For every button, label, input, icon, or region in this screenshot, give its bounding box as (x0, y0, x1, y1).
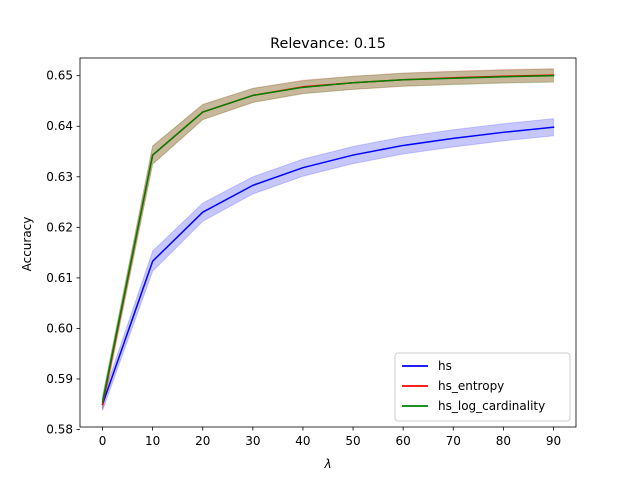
confidence-bands (102, 68, 554, 411)
x-tick-label: 80 (496, 434, 511, 448)
y-tick-label: 0.64 (46, 119, 73, 133)
y-tick-label: 0.65 (46, 69, 73, 83)
axes: 0 10 20 30 40 50 60 70 80 90 0.58 0.59 0.60 0.61 0.62 0… (46, 57, 577, 448)
x-tick-label: 30 (245, 434, 260, 448)
y-tick-label: 0.58 (46, 423, 73, 437)
legend: hs hs_entropy hs_log_cardinality (394, 352, 571, 422)
legend-box (394, 352, 571, 422)
y-tick-label: 0.60 (46, 321, 73, 335)
y-tick-label: 0.63 (46, 170, 73, 184)
x-tick-label: 20 (195, 434, 210, 448)
hs-log-cardinality-line (101, 74, 555, 403)
x-tick-label: 10 (145, 434, 160, 448)
x-tick-label: 90 (546, 434, 561, 448)
legend-label-hs-entropy: hs_entropy (438, 379, 504, 393)
legend-label-hs-log-cardinality: hs_log_cardinality (438, 399, 545, 413)
y-axis-label: Accuracy (20, 217, 34, 272)
legend-label-hs: hs (438, 359, 452, 373)
hs-confidence-band (102, 118, 554, 411)
x-tick-label: 0 (99, 434, 107, 448)
x-axis-label: λ (323, 457, 331, 471)
hs-entropy-confidence-band (102, 68, 554, 411)
y-tick-label: 0.59 (46, 372, 73, 386)
chart-title: Relevance: 0.15 (270, 36, 386, 52)
y-tick-label: 0.62 (46, 220, 73, 234)
hs-line (101, 126, 555, 406)
series-lines (101, 74, 555, 406)
y-tick-label: 0.61 (46, 271, 73, 285)
hs-log-cardinality-confidence-band (102, 68, 554, 408)
x-tick-label: 60 (396, 434, 411, 448)
plot-frame (79, 57, 577, 428)
x-tick-label: 40 (295, 434, 310, 448)
x-tick-label: 70 (446, 434, 461, 448)
x-tick-label: 50 (345, 434, 360, 448)
